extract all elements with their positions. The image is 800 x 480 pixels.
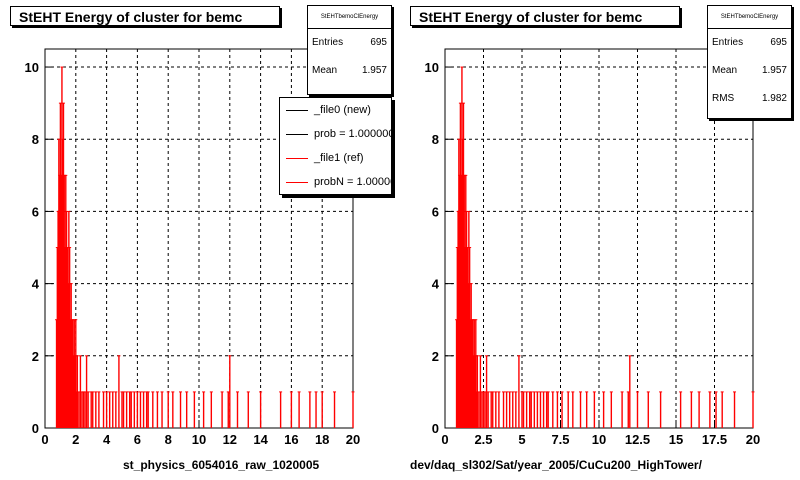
legend-entry-file0: _file0 (new): [280, 98, 391, 122]
y-tick-label: 10: [425, 60, 439, 75]
x-tick-label: 4: [103, 432, 111, 447]
y-tick-label: 0: [432, 421, 439, 436]
stats-label: Entries: [712, 37, 744, 48]
stats-row-entries: Entries 695: [308, 29, 391, 57]
y-tick-label: 6: [432, 204, 439, 219]
x-tick-label: 6: [134, 432, 141, 447]
legend-label: _file1 (ref): [314, 152, 364, 164]
stats-value: 695: [370, 37, 387, 48]
stats-label: RMS: [712, 93, 735, 104]
stats-value: 695: [770, 37, 787, 48]
y-tick-label: 2: [432, 349, 439, 364]
stats-label: Mean: [312, 65, 338, 76]
legend-entry-prob: prob = 1.000000: [280, 122, 391, 146]
stats-value: 1.957: [361, 65, 387, 76]
stats-header: StEHTbemoClEnergy: [308, 6, 391, 29]
histogram-plot-right: 0 2 4 6 8 10 0 2.5 5 7.5 10 12.5 15 17.5 20: [425, 48, 760, 447]
x-tick-label: 0: [441, 432, 448, 447]
stats-row-mean: Mean 1.957: [708, 57, 791, 85]
legend-label: _file0 (new): [314, 104, 371, 116]
x-tick-label: 2: [72, 432, 79, 447]
legend-entry-file1: _file1 (ref): [280, 146, 391, 170]
x-tick-label: 5: [518, 432, 525, 447]
legend-label: prob = 1.000000: [314, 128, 392, 140]
x-tick-label: 12: [223, 432, 237, 447]
x-tick-label: 14: [253, 432, 268, 447]
x-tick-label: 12.5: [625, 432, 650, 447]
y-tick-label: 4: [432, 277, 440, 292]
chart-title: StEHT Energy of cluster for bemc: [410, 6, 680, 26]
x-tick-label: 10: [592, 432, 606, 447]
stats-value: 1.957: [761, 65, 787, 76]
x-tick-label: 20: [346, 432, 360, 447]
y-tick-label: 2: [32, 349, 39, 364]
y-tick-label: 0: [32, 421, 39, 436]
stats-value: 1.982: [761, 93, 787, 104]
stats-label: Mean: [712, 65, 738, 76]
y-tick-label: 8: [432, 132, 439, 147]
stats-row-entries: Entries 695: [708, 29, 791, 57]
x-tick-label: 16: [284, 432, 298, 447]
x-tick-label: 0: [41, 432, 48, 447]
x-tick-label: 20: [746, 432, 760, 447]
x-tick-label: 2.5: [474, 432, 492, 447]
legend: _file0 (new) prob = 1.000000 _file1 (ref…: [279, 97, 392, 195]
right-panel: StEHT Energy of cluster for bemc 0 2 4 6 8 10…: [400, 0, 800, 480]
x-tick-label: 18: [315, 432, 329, 447]
x-tick-label: 8: [165, 432, 172, 447]
x-tick-label: 7.5: [551, 432, 569, 447]
x-tick-label: 15: [669, 432, 683, 447]
legend-entry-probn: probN = 1.000000: [280, 170, 391, 194]
stats-label: Entries: [312, 37, 344, 48]
x-axis-label: st_physics_6054016_raw_1020005: [123, 458, 320, 472]
chart-title: StEHT Energy of cluster for bemc: [10, 6, 280, 26]
y-tick-label: 10: [25, 60, 39, 75]
x-tick-label: 10: [192, 432, 206, 447]
y-tick-label: 6: [32, 204, 39, 219]
y-tick-label: 4: [32, 277, 40, 292]
stats-row-mean: Mean 1.957: [308, 57, 391, 85]
stats-header: StEHTbemoClEnergy: [708, 6, 791, 29]
x-axis-label: dev/daq_sl302/Sat/year_2005/CuCu200_High…: [410, 458, 702, 472]
stats-row-rms: RMS 1.982: [708, 85, 791, 113]
left-panel: StEHT Energy of cluster for bemc 0 2 4 6 8 10…: [10, 5, 392, 472]
stats-box: StEHTbemoClEnergy Entries 695 Mean 1.957: [307, 5, 392, 95]
y-tick-label: 8: [32, 132, 39, 147]
stats-box: StEHTbemoClEnergy Entries 695 Mean 1.957…: [707, 5, 792, 119]
plot-frame: [444, 48, 754, 429]
x-tick-label: 17.5: [702, 432, 727, 447]
legend-label: probN = 1.000000: [314, 176, 391, 188]
